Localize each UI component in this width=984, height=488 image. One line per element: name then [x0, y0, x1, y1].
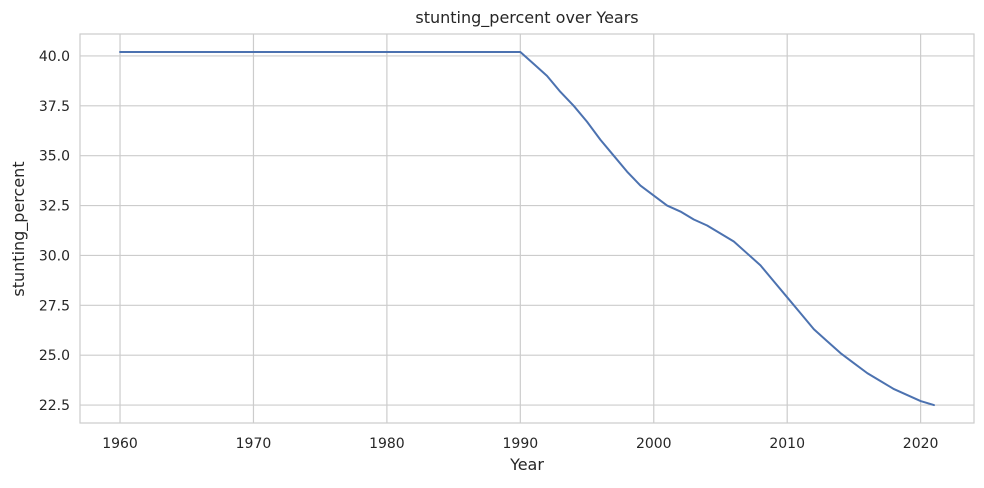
- y-tick-label: 40.0: [39, 49, 70, 65]
- x-tick-label: 1990: [503, 436, 539, 452]
- y-axis-title: stunting_percent: [9, 161, 29, 296]
- y-tick-label: 37.5: [39, 99, 70, 115]
- series-layer: [119, 50, 935, 407]
- y-axis-ticks: 22.5 25.0 27.5 30.0 32.5 35.0 37.5 40.0: [39, 49, 70, 414]
- grid: [80, 34, 974, 423]
- y-tick-label: 35.0: [39, 149, 70, 165]
- x-tick-label: 2020: [903, 436, 939, 452]
- x-tick-label: 1960: [102, 436, 138, 452]
- x-tick-label: 2010: [769, 436, 805, 452]
- x-axis-title: Year: [509, 455, 544, 474]
- x-tick-label: 1980: [369, 436, 405, 452]
- stunting-series-line: [119, 50, 935, 407]
- x-tick-label: 1970: [236, 436, 272, 452]
- x-tick-label: 2000: [636, 436, 672, 452]
- y-tick-label: 22.5: [39, 398, 70, 414]
- y-tick-label: 32.5: [39, 199, 70, 215]
- y-tick-label: 27.5: [39, 298, 70, 314]
- y-tick-label: 25.0: [39, 348, 70, 364]
- x-axis-ticks: 1960 1970 1980 1990 2000 2010 2020: [102, 436, 938, 452]
- chart-title: stunting_percent over Years: [415, 8, 638, 28]
- plot-frame: [79, 33, 975, 424]
- y-tick-label: 30.0: [39, 248, 70, 264]
